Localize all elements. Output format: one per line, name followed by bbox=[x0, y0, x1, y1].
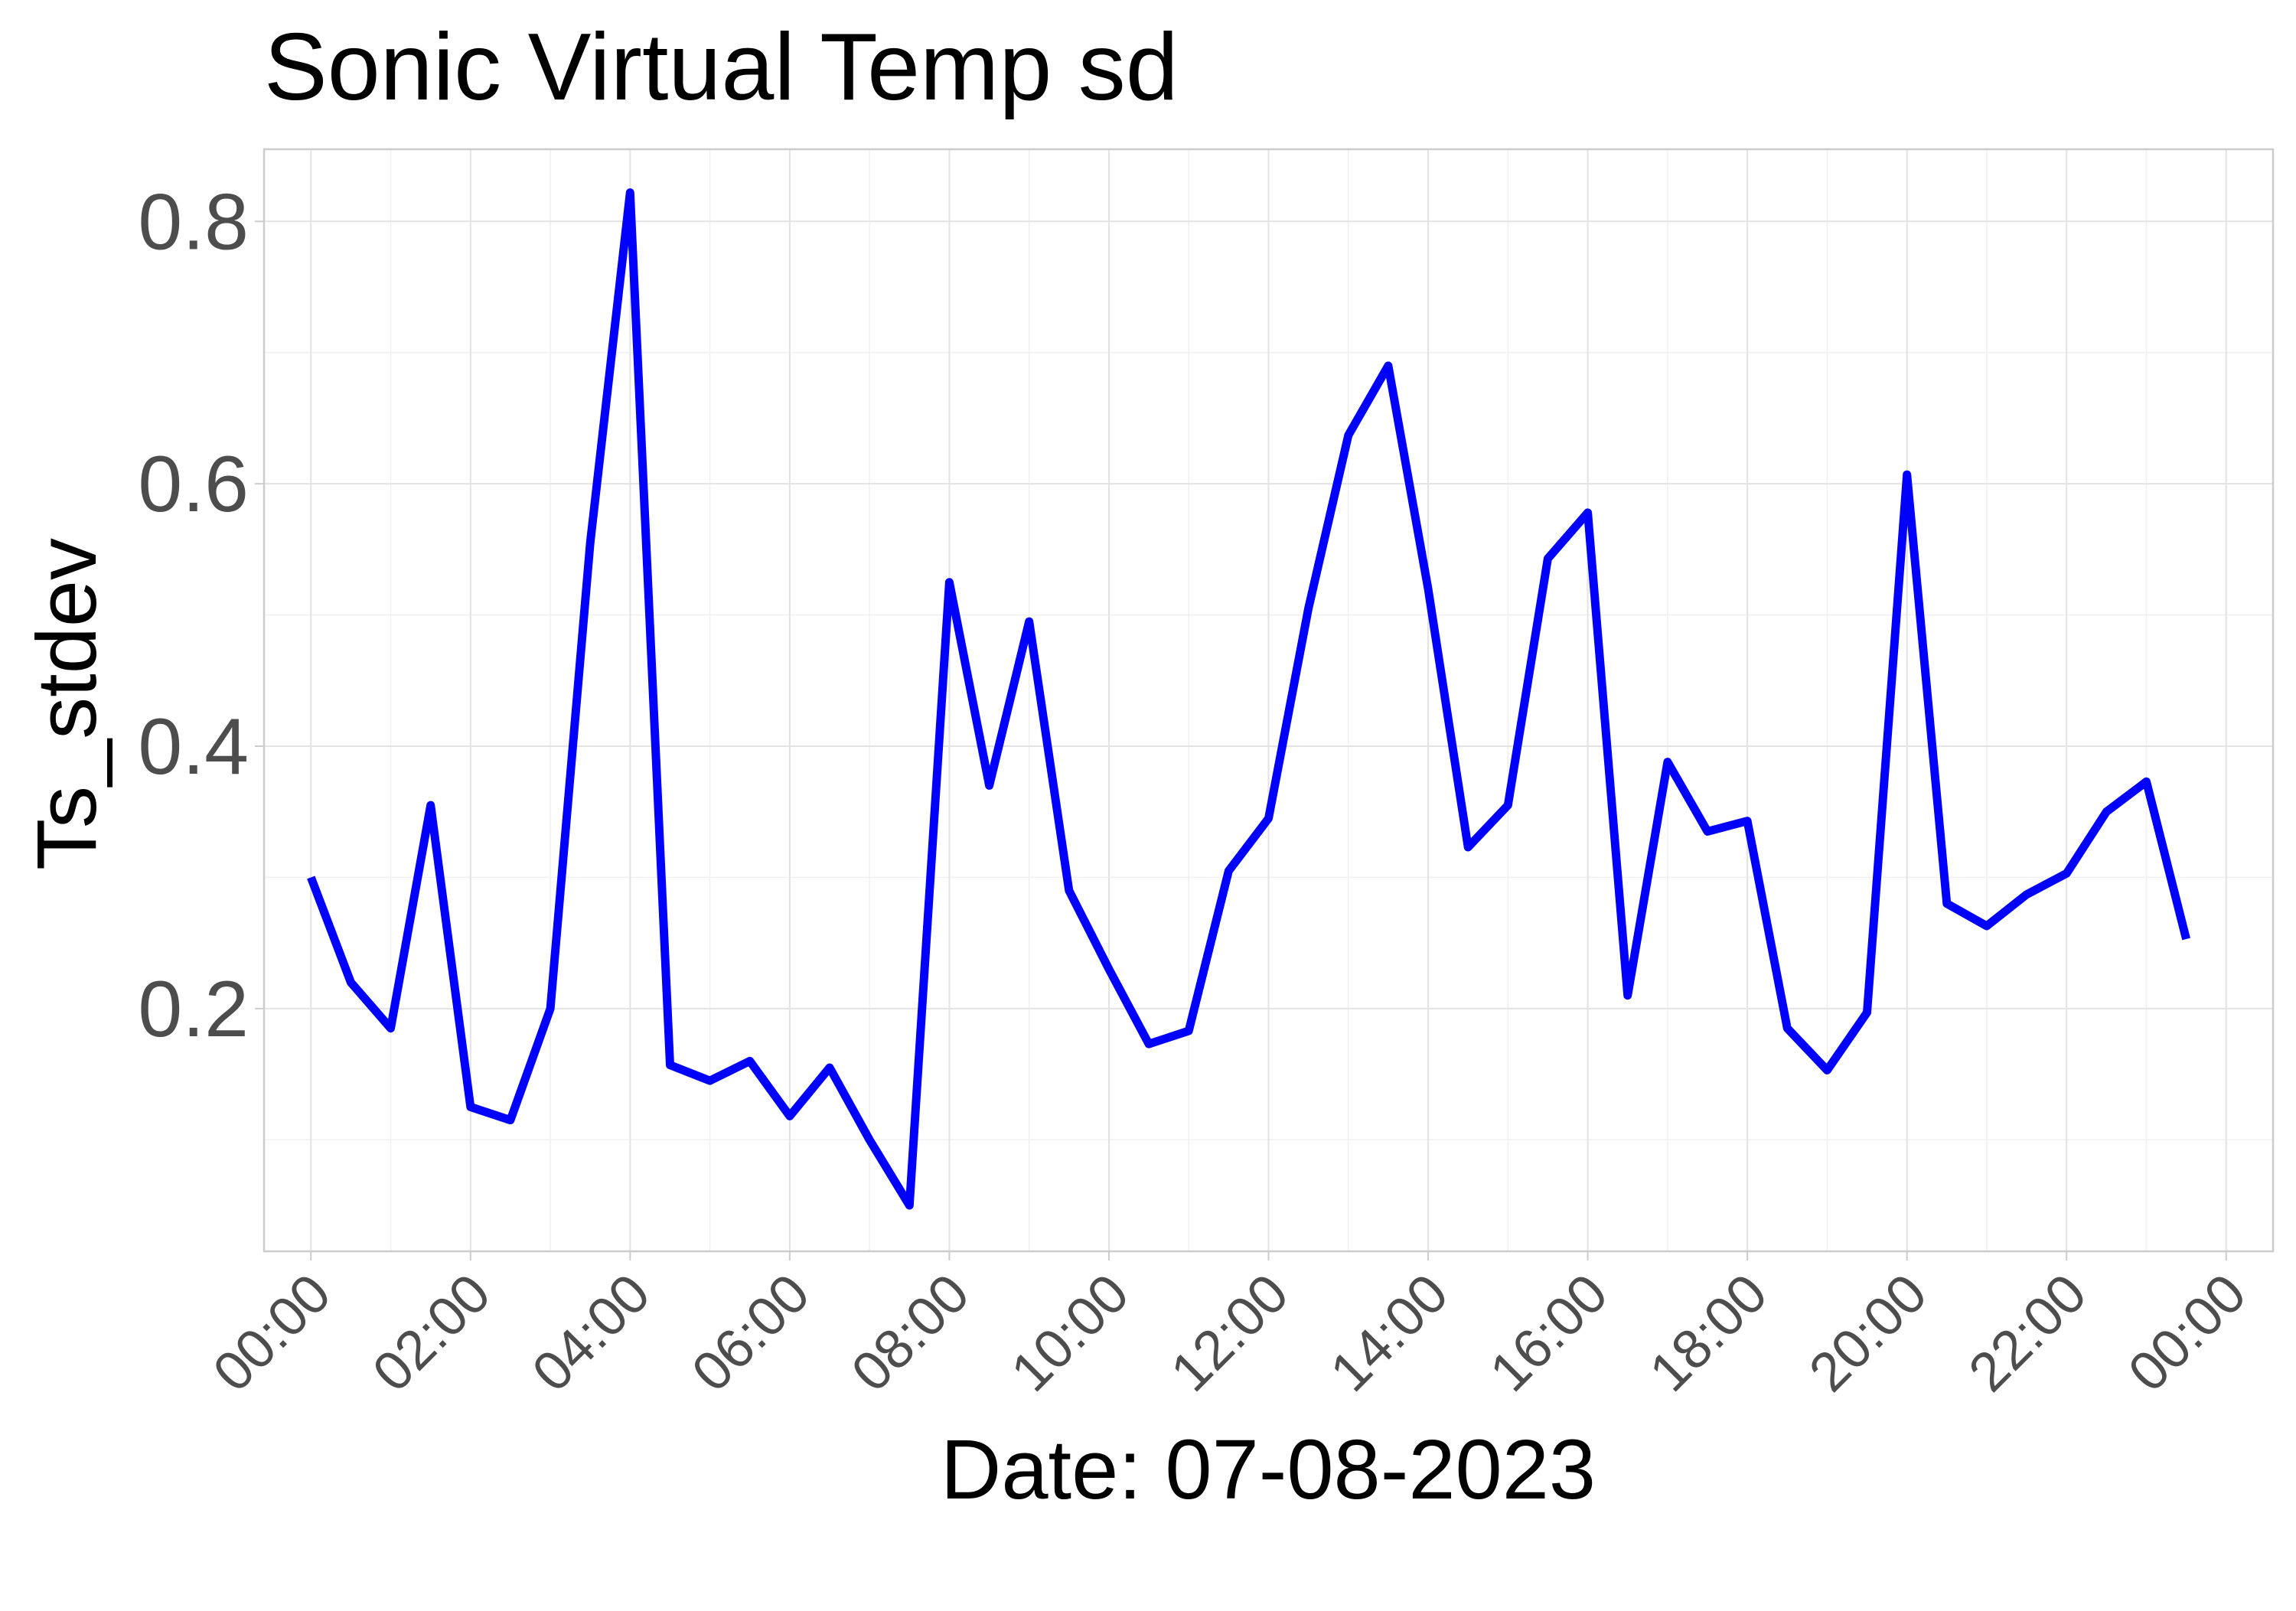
y-axis-label: Ts_stdev bbox=[20, 538, 114, 870]
chart-title: Sonic Virtual Temp sd bbox=[264, 15, 1179, 120]
x-axis-label: Date: 07-08-2023 bbox=[941, 1423, 1596, 1517]
y-tick-label: 0.2 bbox=[138, 965, 249, 1054]
y-tick-label: 0.6 bbox=[138, 440, 249, 529]
y-tick-label: 0.8 bbox=[138, 178, 249, 266]
y-tick-label: 0.4 bbox=[138, 703, 249, 791]
